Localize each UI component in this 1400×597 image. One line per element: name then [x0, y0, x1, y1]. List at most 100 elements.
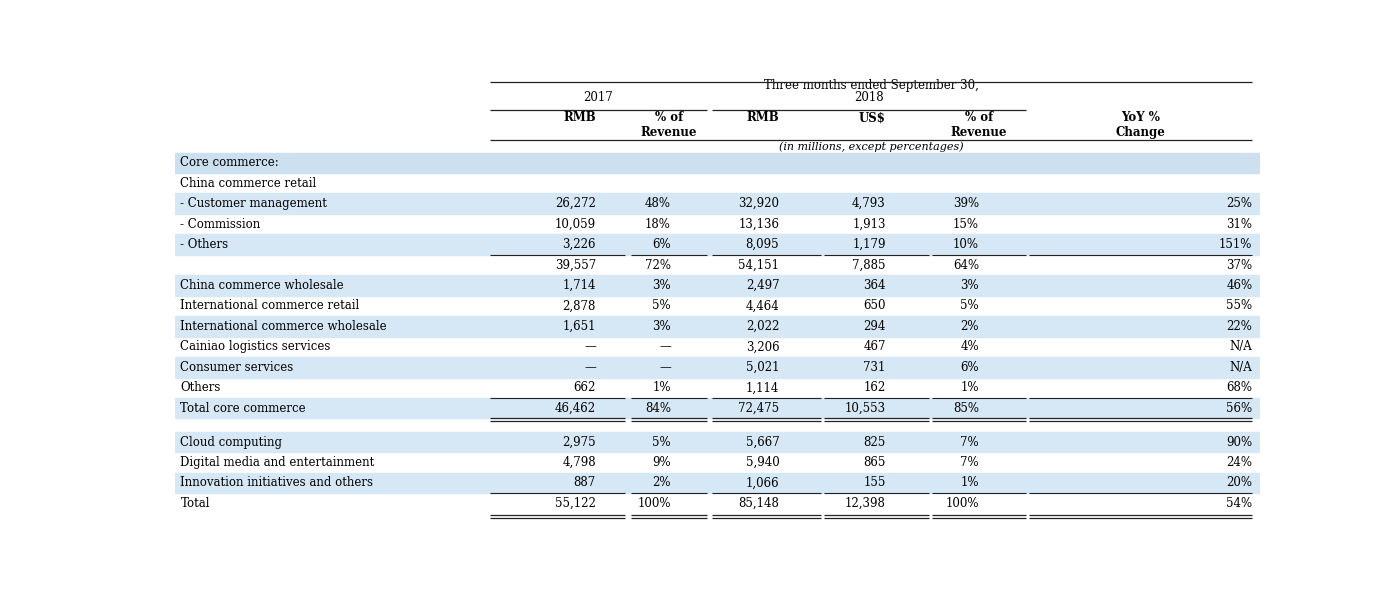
Text: 25%: 25% — [1226, 197, 1253, 210]
Text: 22%: 22% — [1226, 320, 1253, 333]
Text: 3%: 3% — [652, 320, 671, 333]
Text: 85%: 85% — [953, 402, 979, 415]
Text: 84%: 84% — [645, 402, 671, 415]
Text: China commerce retail: China commerce retail — [181, 177, 316, 190]
Text: 5,940: 5,940 — [746, 456, 780, 469]
Text: YoY %
Change: YoY % Change — [1116, 111, 1166, 139]
Text: (in millions, except percentages): (in millions, except percentages) — [778, 141, 963, 152]
Text: 15%: 15% — [953, 218, 979, 230]
Text: 9%: 9% — [652, 456, 671, 469]
Text: 1%: 1% — [960, 381, 979, 394]
Text: 825: 825 — [864, 435, 886, 448]
Text: 731: 731 — [864, 361, 886, 374]
Bar — [175, 193, 1260, 214]
Text: 100%: 100% — [637, 497, 671, 510]
Bar — [175, 473, 1260, 493]
Text: 85,148: 85,148 — [738, 497, 780, 510]
Text: 1%: 1% — [960, 476, 979, 490]
Text: % of
Revenue: % of Revenue — [951, 111, 1007, 139]
Text: Cloud computing: Cloud computing — [181, 435, 283, 448]
Text: 26,272: 26,272 — [556, 197, 596, 210]
Text: 4,798: 4,798 — [563, 456, 596, 469]
Text: 4,464: 4,464 — [746, 300, 780, 312]
Text: 467: 467 — [864, 340, 886, 353]
Text: 68%: 68% — [1226, 381, 1253, 394]
Text: 294: 294 — [864, 320, 886, 333]
Text: 32,920: 32,920 — [738, 197, 780, 210]
Text: 6%: 6% — [960, 361, 979, 374]
Text: 155: 155 — [864, 476, 886, 490]
Text: 1,066: 1,066 — [746, 476, 780, 490]
Text: 48%: 48% — [645, 197, 671, 210]
Text: 7%: 7% — [960, 456, 979, 469]
Text: 151%: 151% — [1219, 238, 1253, 251]
Text: 650: 650 — [864, 300, 886, 312]
Text: Total: Total — [181, 497, 210, 510]
Text: RMB: RMB — [563, 111, 596, 124]
Text: 3,226: 3,226 — [563, 238, 596, 251]
Text: 3%: 3% — [652, 279, 671, 292]
Text: 46,462: 46,462 — [554, 402, 596, 415]
Text: 31%: 31% — [1226, 218, 1253, 230]
Text: 4,793: 4,793 — [853, 197, 886, 210]
Text: 55,122: 55,122 — [556, 497, 596, 510]
Bar — [175, 235, 1260, 255]
Text: 1,913: 1,913 — [853, 218, 886, 230]
Text: 2,975: 2,975 — [563, 435, 596, 448]
Text: Cainiao logistics services: Cainiao logistics services — [181, 340, 330, 353]
Text: % of
Revenue: % of Revenue — [640, 111, 697, 139]
Text: 3,206: 3,206 — [746, 340, 780, 353]
Text: 2,878: 2,878 — [563, 300, 596, 312]
Text: 1,714: 1,714 — [563, 279, 596, 292]
Text: 54%: 54% — [1226, 497, 1253, 510]
Text: Digital media and entertainment: Digital media and entertainment — [181, 456, 375, 469]
Text: 6%: 6% — [652, 238, 671, 251]
Text: 7%: 7% — [960, 435, 979, 448]
Text: N/A: N/A — [1229, 340, 1253, 353]
Text: 39%: 39% — [953, 197, 979, 210]
Text: —: — — [584, 340, 596, 353]
Text: 2018: 2018 — [854, 91, 883, 104]
Text: China commerce wholesale: China commerce wholesale — [181, 279, 344, 292]
Text: 4%: 4% — [960, 340, 979, 353]
Text: 5%: 5% — [960, 300, 979, 312]
Text: 5,667: 5,667 — [746, 435, 780, 448]
Text: 865: 865 — [864, 456, 886, 469]
Bar — [175, 432, 1260, 453]
Text: 56%: 56% — [1226, 402, 1253, 415]
Text: 64%: 64% — [953, 259, 979, 272]
Text: 18%: 18% — [645, 218, 671, 230]
Text: Others: Others — [181, 381, 221, 394]
Text: Total core commerce: Total core commerce — [181, 402, 307, 415]
Text: —: — — [584, 361, 596, 374]
Text: 100%: 100% — [945, 497, 979, 510]
Text: 10%: 10% — [953, 238, 979, 251]
Text: 2,022: 2,022 — [746, 320, 780, 333]
Text: 7,885: 7,885 — [853, 259, 886, 272]
Bar — [175, 275, 1260, 296]
Text: 39,557: 39,557 — [554, 259, 596, 272]
Text: 364: 364 — [864, 279, 886, 292]
Text: 2%: 2% — [652, 476, 671, 490]
Text: —: — — [659, 361, 671, 374]
Text: 2,497: 2,497 — [746, 279, 780, 292]
Text: 8,095: 8,095 — [746, 238, 780, 251]
Text: 1%: 1% — [652, 381, 671, 394]
Bar — [175, 153, 1260, 173]
Text: - Commission: - Commission — [181, 218, 260, 230]
Text: - Customer management: - Customer management — [181, 197, 328, 210]
Text: 887: 887 — [574, 476, 596, 490]
Text: 1,651: 1,651 — [563, 320, 596, 333]
Text: 55%: 55% — [1226, 300, 1253, 312]
Text: - Others: - Others — [181, 238, 228, 251]
Text: 662: 662 — [574, 381, 596, 394]
Text: Consumer services: Consumer services — [181, 361, 294, 374]
Text: Innovation initiatives and others: Innovation initiatives and others — [181, 476, 374, 490]
Text: 5%: 5% — [652, 300, 671, 312]
Bar — [175, 316, 1260, 337]
Text: 2%: 2% — [960, 320, 979, 333]
Text: 37%: 37% — [1226, 259, 1253, 272]
Text: 72,475: 72,475 — [738, 402, 780, 415]
Text: International commerce wholesale: International commerce wholesale — [181, 320, 386, 333]
Text: Three months ended September 30,: Three months ended September 30, — [763, 79, 979, 92]
